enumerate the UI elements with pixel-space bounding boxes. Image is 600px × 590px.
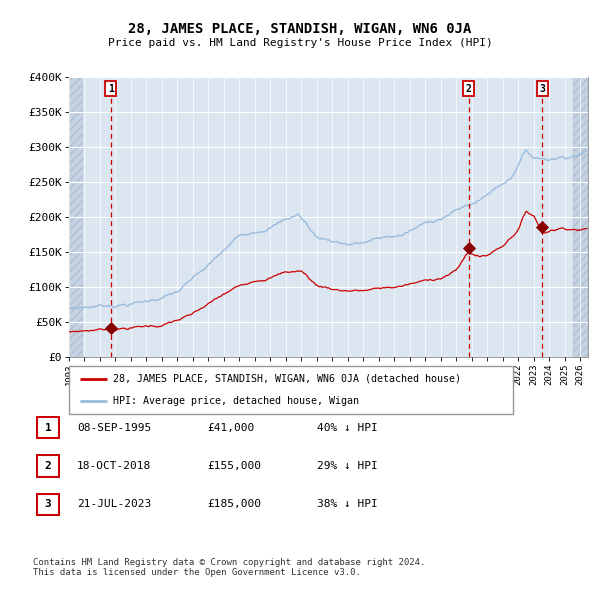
Text: 38% ↓ HPI: 38% ↓ HPI [317,500,377,509]
Text: 1: 1 [108,84,113,94]
Text: 2: 2 [44,461,52,471]
Text: 18-OCT-2018: 18-OCT-2018 [77,461,151,471]
FancyBboxPatch shape [37,417,59,438]
Text: 1: 1 [44,423,52,432]
Text: Contains HM Land Registry data © Crown copyright and database right 2024.
This d: Contains HM Land Registry data © Crown c… [33,558,425,577]
Text: 3: 3 [44,500,52,509]
Text: 40% ↓ HPI: 40% ↓ HPI [317,423,377,432]
Text: 29% ↓ HPI: 29% ↓ HPI [317,461,377,471]
Text: 28, JAMES PLACE, STANDISH, WIGAN, WN6 0JA: 28, JAMES PLACE, STANDISH, WIGAN, WN6 0J… [128,22,472,37]
Text: 08-SEP-1995: 08-SEP-1995 [77,423,151,432]
FancyBboxPatch shape [37,494,59,515]
Text: £155,000: £155,000 [207,461,261,471]
Text: 3: 3 [539,84,545,94]
Point [464,244,473,253]
FancyBboxPatch shape [69,366,513,414]
FancyBboxPatch shape [37,455,59,477]
Text: £185,000: £185,000 [207,500,261,509]
Text: Price paid vs. HM Land Registry's House Price Index (HPI): Price paid vs. HM Land Registry's House … [107,38,493,48]
Text: 21-JUL-2023: 21-JUL-2023 [77,500,151,509]
Text: 2: 2 [466,84,472,94]
Text: 28, JAMES PLACE, STANDISH, WIGAN, WN6 0JA (detached house): 28, JAMES PLACE, STANDISH, WIGAN, WN6 0J… [113,374,461,384]
Point [538,222,547,232]
Point [106,323,115,333]
Text: HPI: Average price, detached house, Wigan: HPI: Average price, detached house, Wiga… [113,396,359,406]
Text: £41,000: £41,000 [207,423,254,432]
